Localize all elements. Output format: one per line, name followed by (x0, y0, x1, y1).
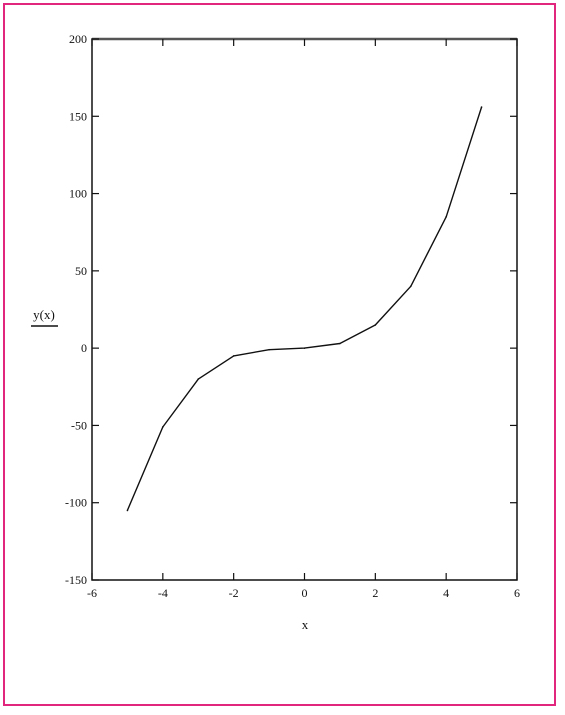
x-tick-label: 2 (372, 586, 378, 600)
x-tick-label: 0 (302, 586, 308, 600)
plot-area (91, 38, 518, 581)
data-point (409, 285, 412, 288)
y-tick-label: -50 (71, 418, 87, 432)
data-point (197, 378, 200, 380)
data-point (445, 215, 447, 218)
y-tick-label: 100 (69, 187, 87, 201)
x-axis-label: x (302, 617, 309, 632)
y-tick-label: 50 (75, 264, 87, 278)
y-tick-label: -150 (65, 573, 87, 587)
x-tick-label: -6 (87, 586, 97, 600)
data-point (126, 509, 129, 512)
x-tick-label: -4 (158, 586, 168, 600)
data-point (480, 106, 483, 108)
data-point (162, 426, 164, 428)
y-tick-label: 150 (69, 109, 87, 123)
chart-frame (3, 3, 556, 706)
data-point (268, 348, 270, 351)
x-tick-label: 6 (514, 586, 520, 600)
data-point (339, 342, 341, 345)
data-point (303, 347, 306, 349)
y-tick-label: 0 (81, 341, 87, 355)
x-tick-label: -2 (229, 586, 239, 600)
data-point (374, 324, 377, 326)
y-axis-label: y(x) (33, 307, 55, 322)
y-tick-label: -100 (65, 496, 87, 510)
x-tick-label: 4 (443, 586, 449, 600)
data-point (232, 355, 235, 357)
y-tick-label: 200 (69, 32, 87, 46)
series-line (126, 106, 483, 511)
